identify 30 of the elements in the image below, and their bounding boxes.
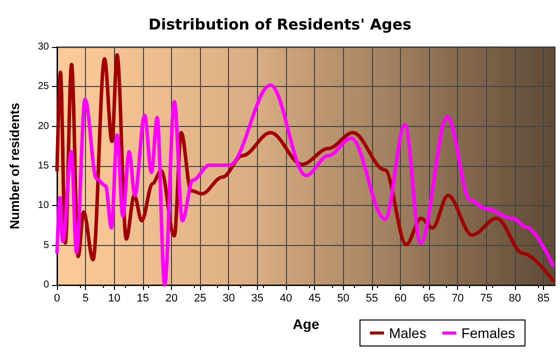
y-tick-label: 0 <box>43 280 50 290</box>
x-tick-label: 0 <box>54 292 60 304</box>
x-tick-label: 35 <box>251 292 264 304</box>
x-tick-label: 70 <box>452 292 464 304</box>
x-tick-label: 20 <box>165 292 178 304</box>
x-tick-label: 55 <box>366 292 378 304</box>
x-tick-label: 65 <box>422 292 436 304</box>
y-tick-label: 5 <box>43 240 50 251</box>
x-tick-label: 80 <box>508 292 522 304</box>
x-tick-label: 30 <box>222 292 235 304</box>
legend-label: Males <box>388 325 426 341</box>
x-tick-label: 40 <box>280 292 292 304</box>
x-tick-label: 85 <box>537 292 550 304</box>
x-tick-label: 75 <box>480 292 492 304</box>
x-tick-label: 60 <box>394 292 407 304</box>
x-tick-label: 10 <box>108 292 120 304</box>
legend-label: Females <box>461 325 516 341</box>
x-tick-label: 25 <box>194 292 206 304</box>
chart-title: Distribution of Residents' Ages <box>148 16 412 34</box>
y-tick-label: 30 <box>38 42 50 52</box>
y-tick-label: 20 <box>38 120 50 132</box>
x-tick-label: 50 <box>337 292 350 304</box>
y-axis-title: Number of residents <box>7 102 22 230</box>
x-tick-label: 5 <box>82 292 89 304</box>
x-tick-label: 45 <box>308 292 321 304</box>
x-tick-label: 15 <box>136 292 149 304</box>
y-tick-label: 10 <box>38 200 50 212</box>
y-tick-label: 15 <box>38 160 50 172</box>
y-tick-label: 25 <box>38 81 50 92</box>
x-axis-title: Age <box>292 316 320 332</box>
